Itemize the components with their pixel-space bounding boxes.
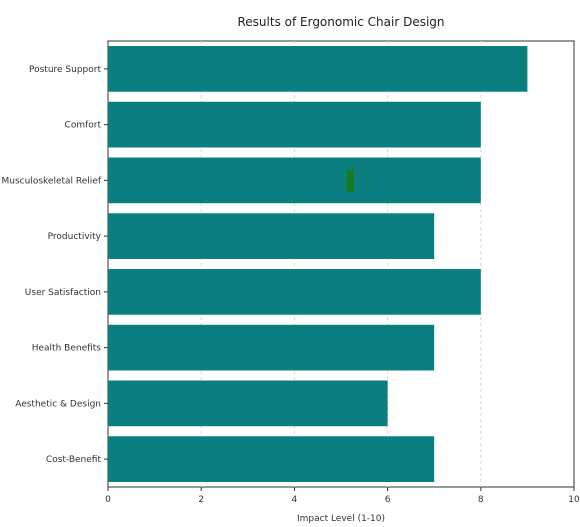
x-tick-label: 0 xyxy=(105,495,111,505)
bar xyxy=(108,324,435,371)
bar xyxy=(108,46,528,92)
y-tick-labels: Posture Support Comfort Musculoskeletal Re… xyxy=(2,65,108,465)
bar xyxy=(108,269,481,315)
x-tick-label: 8 xyxy=(478,495,484,505)
y-tick-label: Posture Support xyxy=(29,65,101,75)
x-ticks: 0 2 4 6 8 10 xyxy=(105,487,580,505)
bar xyxy=(108,157,481,204)
bar xyxy=(108,380,388,427)
bar xyxy=(108,436,435,482)
bar xyxy=(108,213,435,259)
y-tick-label: Health Benefits xyxy=(32,344,102,354)
y-tick-label: Productivity xyxy=(48,232,102,242)
x-tick-label: 10 xyxy=(568,495,580,505)
x-tick-label: 4 xyxy=(292,495,298,505)
y-tick-label: User Satisfaction xyxy=(25,288,101,298)
x-tick-label: 2 xyxy=(198,495,204,505)
bar xyxy=(108,101,481,148)
x-axis-label: Impact Level (1-10) xyxy=(297,514,385,524)
y-tick-label: Comfort xyxy=(65,121,102,131)
marker xyxy=(346,169,354,192)
y-tick-label: Aesthetic & Design xyxy=(15,399,101,409)
x-tick-label: 6 xyxy=(385,495,391,505)
plot-frame xyxy=(107,40,575,488)
y-tick-label: Cost-Benefit xyxy=(46,455,102,465)
chart-title: Results of Ergonomic Chair Design xyxy=(237,15,444,29)
bars xyxy=(108,46,528,482)
y-tick-label: Musculoskeletal Relief xyxy=(2,176,102,186)
